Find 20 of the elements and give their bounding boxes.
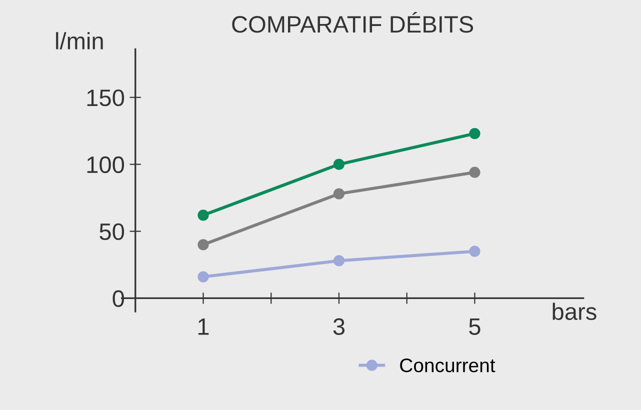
y-tick-label: 0 xyxy=(112,290,124,307)
chart-title: COMPARATIF DÉBITS xyxy=(232,12,474,33)
x-tick-label: 5 xyxy=(469,318,480,335)
point xyxy=(333,158,345,170)
y-axis-title: l/min xyxy=(56,32,103,50)
y-tick-label: 50 xyxy=(100,223,124,240)
point xyxy=(198,271,209,282)
point xyxy=(469,166,480,178)
x-tick-label: 1 xyxy=(198,318,209,335)
x-tick-label: 3 xyxy=(333,318,345,335)
point xyxy=(198,210,209,221)
point xyxy=(333,188,345,200)
y-tick-label: 100 xyxy=(87,156,124,174)
point xyxy=(469,128,480,140)
legend-label: Concurrent xyxy=(400,358,496,372)
y-tick-label: 150 xyxy=(87,89,124,106)
x-axis-title: bars xyxy=(552,302,596,320)
point xyxy=(198,239,209,250)
point xyxy=(333,255,345,266)
point xyxy=(469,246,480,257)
